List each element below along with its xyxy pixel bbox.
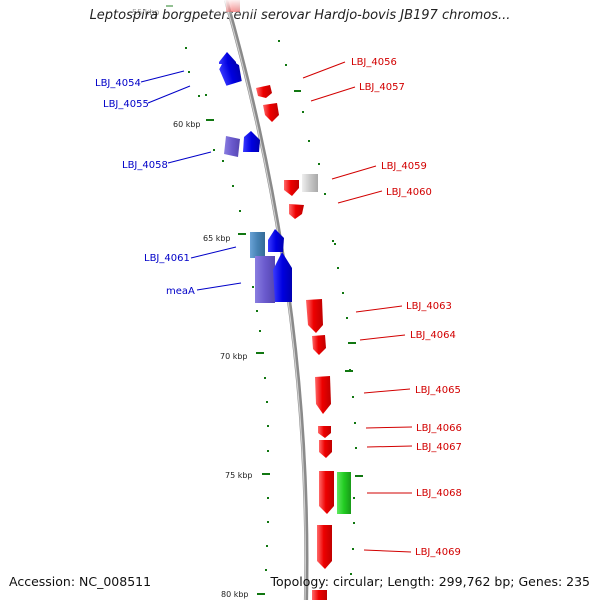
svg-text:65 kbp: 65 kbp <box>203 234 231 243</box>
tick-minor <box>355 475 363 477</box>
label-LBJ_4068: LBJ_4068 <box>416 488 462 499</box>
svg-text:70 kbp: 70 kbp <box>220 352 248 361</box>
gene-LBJ_4058-a <box>224 136 240 157</box>
tick-minor <box>294 90 301 92</box>
genome-summary-text: Topology: circular; Length: 299,762 bp; … <box>270 574 591 589</box>
accession-text: Accession: NC_008511 <box>9 574 152 589</box>
tick-60kbp: 60 kbp <box>173 119 214 129</box>
label-LBJ_4058: LBJ_4058 <box>122 160 168 171</box>
label-leaders-left <box>140 70 242 291</box>
gene-LBJ_4069 <box>317 525 332 569</box>
gene-LBJ_4068 <box>319 471 334 514</box>
forward-genes[interactable] <box>216 45 292 303</box>
gene-LBJ_4066 <box>318 426 331 438</box>
label-LBJ_4055: LBJ_4055 <box>103 99 149 110</box>
label-LBJ_4054: LBJ_4054 <box>95 78 141 89</box>
gene-LBJ_4068-rna <box>337 472 351 514</box>
gene-meaA-b <box>273 252 292 302</box>
tick-70kbp: 70 kbp <box>220 352 264 361</box>
label-LBJ_4056: LBJ_4056 <box>351 57 397 68</box>
gene-LBJ_4059 <box>284 180 299 196</box>
tick-55kbp: 55 kbp <box>132 5 173 17</box>
gene-LBJ_4061-b <box>268 229 284 252</box>
tick-80kbp: 80 kbp <box>221 590 265 599</box>
map-title: Leptospira borgpetersenii serovar Hardjo… <box>89 8 511 23</box>
tick-75kbp: 75 kbp <box>225 471 270 480</box>
gene-LBJ_4056 <box>256 85 272 98</box>
label-LBJ_4067: LBJ_4067 <box>416 442 462 453</box>
gene-LBJ_4060 <box>289 204 304 219</box>
label-LBJ_4066: LBJ_4066 <box>416 423 462 434</box>
gene-LBJ_4058-b <box>243 131 260 152</box>
scale-ticks: 55 kbp 60 kbp 65 kbp 70 kbp 75 kbp 80 kb… <box>132 5 363 599</box>
label-LBJ_4061: LBJ_4061 <box>144 253 190 264</box>
ruler-dots-right <box>278 40 357 575</box>
tick-minor <box>348 342 356 344</box>
gene-LBJ_4063 <box>306 299 323 333</box>
gene-LBJ_4064 <box>312 335 326 355</box>
gene-LBJ_4061 <box>250 232 265 258</box>
tick-minor <box>345 370 353 372</box>
tick-65kbp: 65 kbp <box>203 233 246 243</box>
gene-LBJ_4059-grey <box>302 174 318 192</box>
gene-LBJ_4055-body <box>219 52 236 64</box>
label-LBJ_4069: LBJ_4069 <box>415 547 461 558</box>
reverse-genes[interactable] <box>256 85 351 600</box>
label-LBJ_4064: LBJ_4064 <box>410 330 456 341</box>
svg-text:55 kbp: 55 kbp <box>132 8 160 17</box>
gene-bottom-partial <box>312 590 327 600</box>
gene-labels-left[interactable]: LBJ_4054 LBJ_4055 LBJ_4058 LBJ_4061 meaA <box>95 78 195 297</box>
gene-labels-right[interactable]: LBJ_4056 LBJ_4057 LBJ_4059 LBJ_4060 LBJ_… <box>351 57 462 558</box>
label-LBJ_4063: LBJ_4063 <box>406 301 452 312</box>
ruler-dots-left <box>185 47 269 571</box>
label-LBJ_4065: LBJ_4065 <box>415 385 461 396</box>
label-meaA: meaA <box>166 286 195 297</box>
svg-text:80 kbp: 80 kbp <box>221 590 249 599</box>
gene-meaA <box>255 256 275 303</box>
svg-text:60 kbp: 60 kbp <box>173 120 201 129</box>
label-leaders-right <box>302 61 413 553</box>
label-LBJ_4057: LBJ_4057 <box>359 82 405 93</box>
gene-LBJ_4057 <box>263 103 279 122</box>
gene-LBJ_4067 <box>319 440 332 458</box>
gene-LBJ_4065 <box>315 376 331 414</box>
svg-text:75 kbp: 75 kbp <box>225 471 253 480</box>
label-LBJ_4060: LBJ_4060 <box>386 187 432 198</box>
label-LBJ_4059: LBJ_4059 <box>381 161 427 172</box>
